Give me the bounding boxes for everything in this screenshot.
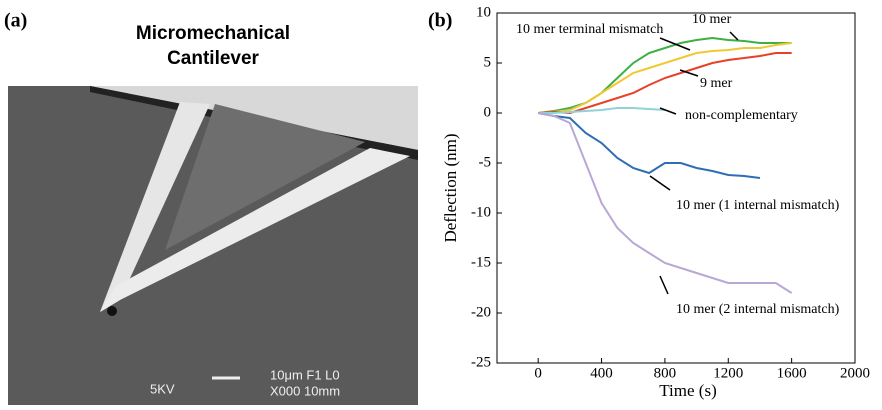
plot-frame — [496, 12, 856, 364]
series-label: 9 mer — [700, 76, 733, 91]
x-tick-label: 1600 — [777, 365, 807, 381]
series-line — [538, 107, 665, 114]
y-tick-label: -10 — [471, 204, 491, 220]
panel-label: (a) — [4, 10, 27, 32]
series-line — [537, 112, 793, 294]
x-axis-label: Time (s) — [659, 381, 716, 400]
series-line — [538, 52, 792, 115]
y-tick-label: -15 — [471, 254, 491, 270]
series-label: non-complementary — [685, 108, 798, 123]
x-tick-label: 1200 — [713, 365, 743, 381]
series-label: 10 mer (2 internal mismatch) — [676, 302, 840, 317]
y-tick-label: 0 — [484, 104, 492, 120]
image-title: Micromechanical — [136, 23, 290, 44]
label-arrow — [659, 275, 669, 295]
tip — [107, 306, 117, 316]
x-tick-label: 2000 — [840, 365, 870, 381]
label-arrow — [649, 175, 671, 191]
image-text: 10μm F1 L0 — [270, 367, 340, 382]
label-arrow — [729, 31, 739, 41]
label-arrow — [659, 37, 691, 51]
series-label: 10 mer — [692, 12, 732, 27]
sem-image: 5KV 10μm F1 L0 X000 10mm — [8, 86, 418, 405]
cantilever-gap — [165, 104, 365, 250]
x-tick-label: 0 — [534, 365, 542, 381]
y-tick-label: -5 — [479, 154, 492, 170]
y-tick-label: 5 — [484, 54, 492, 70]
series-label: 10 mer terminal mismatch — [516, 22, 663, 37]
series-label: 10 mer (1 internal mismatch) — [676, 198, 840, 213]
image-title: Cantilever — [167, 48, 259, 69]
y-tick-label: -20 — [471, 304, 491, 320]
image-text: X000 10mm — [270, 383, 340, 398]
cantilever-arm — [100, 148, 410, 312]
panel-label: (b) — [428, 10, 452, 32]
y-tick-label: 10 — [476, 4, 491, 20]
substrate — [8, 86, 418, 150]
cantilever-arm — [100, 102, 210, 312]
label-arrow — [659, 107, 677, 115]
x-tick-label: 800 — [654, 365, 677, 381]
series-line — [538, 42, 792, 114]
label-arrow — [679, 69, 699, 77]
series-line — [538, 36, 792, 114]
x-tick-label: 400 — [590, 365, 613, 381]
y-tick-label: -25 — [471, 354, 491, 370]
image-text: 5KV — [150, 381, 175, 396]
y-axis-label: Deflection (nm) — [441, 133, 460, 242]
series-line — [537, 112, 761, 179]
